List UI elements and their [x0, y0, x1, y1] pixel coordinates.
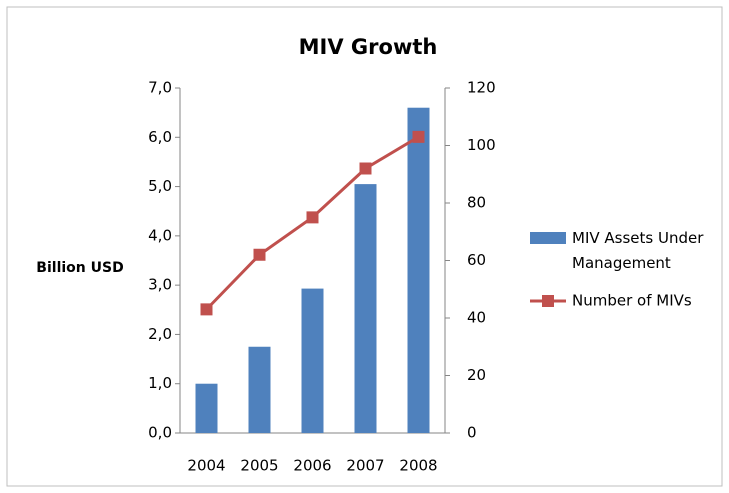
x-tick-label: 2004 — [187, 457, 225, 475]
y2-tick-label: 0 — [467, 424, 477, 442]
y-tick-label: 6,0 — [148, 128, 172, 146]
line-marker — [306, 211, 319, 224]
legend-swatch — [530, 232, 566, 244]
line-marker — [200, 303, 213, 316]
y-tick-label: 5,0 — [148, 177, 172, 195]
bar — [354, 184, 377, 433]
legend-label: MIV Assets Under Management — [572, 229, 704, 272]
legend-swatch — [542, 295, 554, 307]
line-marker — [253, 248, 266, 261]
x-tick-label: 2006 — [293, 457, 331, 475]
bar — [248, 346, 271, 433]
y-tick-label: 7,0 — [148, 79, 172, 97]
y-tick-label: 4,0 — [148, 226, 172, 244]
bar — [407, 107, 430, 433]
bar — [195, 383, 218, 433]
y-axis-label: Billion USD — [36, 260, 123, 276]
y-tick-label: 1,0 — [148, 374, 172, 392]
x-tick-label: 2008 — [399, 457, 437, 475]
y2-tick-label: 80 — [467, 194, 486, 212]
chart-title: MIV Growth — [299, 35, 438, 59]
y2-tick-label: 120 — [467, 79, 496, 97]
x-tick-label: 2007 — [346, 457, 384, 475]
y2-tick-label: 40 — [467, 309, 486, 327]
bar — [301, 288, 324, 433]
y-tick-label: 3,0 — [148, 276, 172, 294]
x-tick-label: 2005 — [240, 457, 278, 475]
line-marker — [359, 162, 372, 175]
y2-tick-label: 60 — [467, 251, 486, 269]
y2-tick-label: 100 — [467, 136, 496, 154]
y2-tick-label: 20 — [467, 366, 486, 384]
line-marker — [412, 130, 425, 143]
y-tick-label: 0,0 — [148, 424, 172, 442]
y-tick-label: 2,0 — [148, 325, 172, 343]
legend-label: Number of MIVs — [572, 292, 692, 310]
